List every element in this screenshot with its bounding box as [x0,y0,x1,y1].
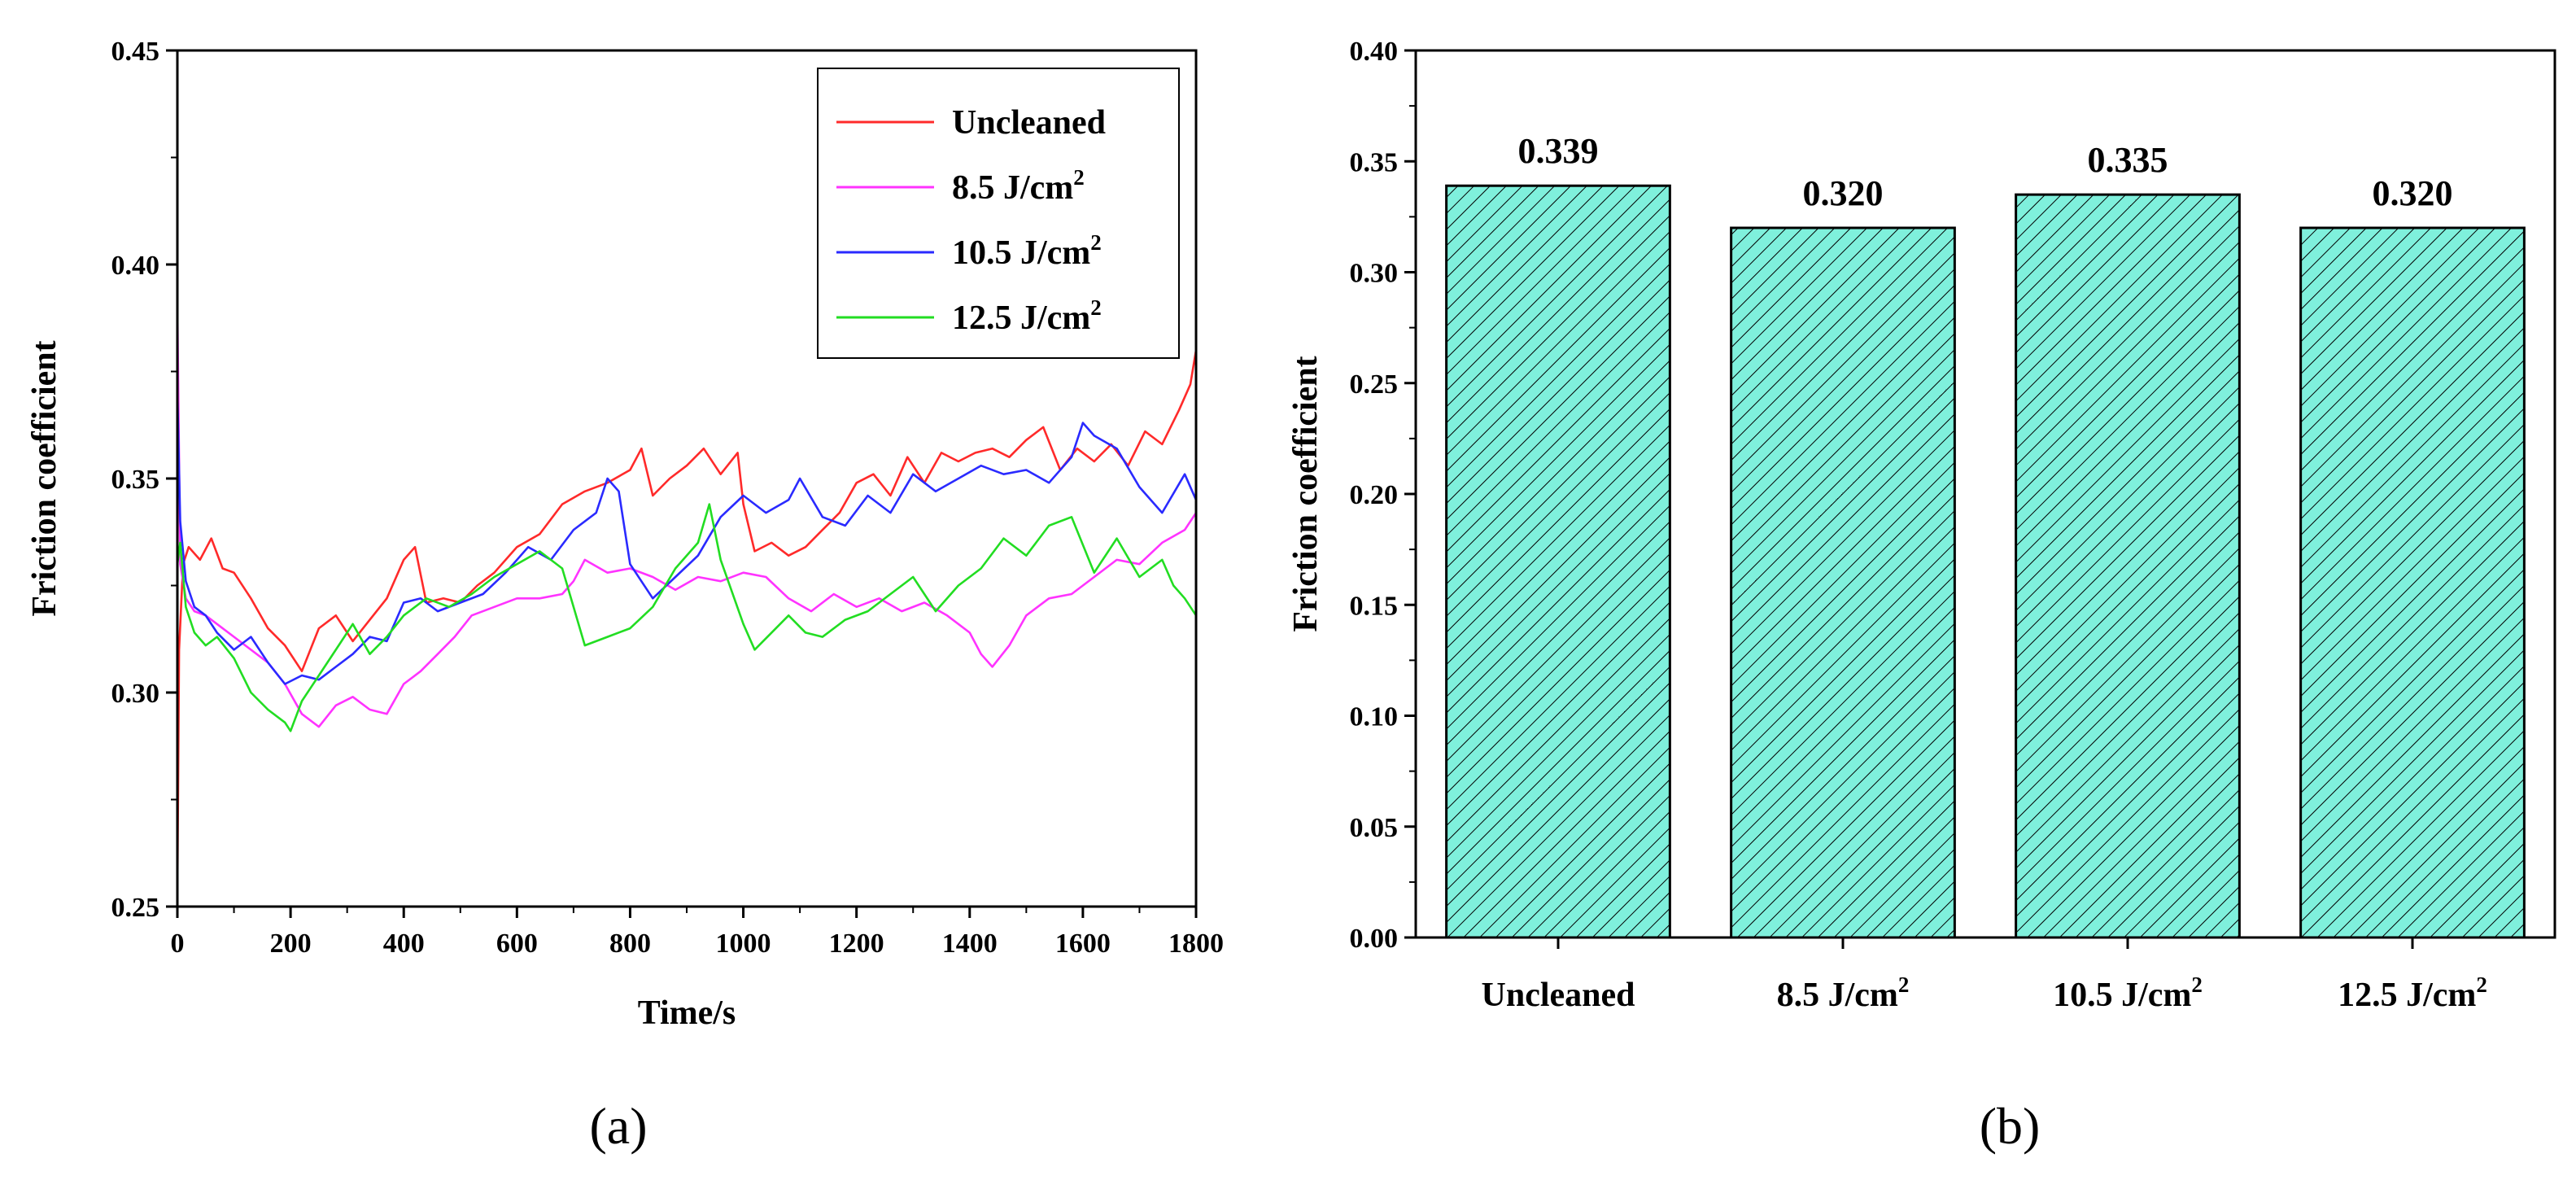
y-tick-label-b: 0.40 [1350,37,1399,67]
y-tick-label-b: 0.25 [1350,369,1399,400]
panel-label-b: (b) [1980,1097,2041,1155]
x-tick-label-superscript: 2 [1898,972,1910,997]
bar-value-label-0: 0.339 [1518,131,1599,171]
x-tick-label-a: 200 [270,929,312,959]
legend-label-superscript: 2 [1073,165,1085,190]
chart-a-xlabel: Time/s [638,994,736,1032]
x-tick-label-superscript: 2 [2476,972,2487,997]
x-tick-label-a: 1800 [1168,929,1224,959]
legend-entries: Uncleaned 8.5 J/cm2 10.5 J/cm2 12.5 J/cm2 [836,104,1106,337]
y-tick-label-a: 0.30 [111,679,160,709]
series-line-1 [177,307,1196,728]
y-tick-label-b: 0.00 [1350,924,1399,954]
legend-label-superscript: 2 [1090,230,1102,255]
chart-b-xaxis: Uncleaned 8.5 J/cm2 10.5 J/cm2 12.5 J/cm2 [1482,937,2487,1014]
x-tick-label-b-1: 8.5 J/cm2 [1777,972,1910,1014]
y-tick-label-b: 0.20 [1350,480,1399,510]
x-tick-label-a: 800 [609,929,651,959]
x-tick-label-b-0: Uncleaned [1482,977,1635,1014]
x-tick-label-superscript: 2 [2191,972,2203,997]
x-tick-label-a: 400 [383,929,425,959]
x-tick-label-a: 1600 [1055,929,1111,959]
chart-b-yaxis: 0.00 0.05 0.10 0.15 0.20 0.25 0.30 0.35 0.40 [1350,37,1416,954]
panel-label-a: (a) [589,1097,647,1155]
chart-a-series-group [177,307,1196,894]
bar-0 [1445,184,1671,939]
legend-label-0: Uncleaned [952,104,1106,142]
bar-3 [2299,226,2526,939]
chart-a-xaxis: 0 200 400 600 800 1000 1200 1400 1600 1800 [171,907,1224,959]
chart-a-legend: Uncleaned 8.5 J/cm2 10.5 J/cm2 12.5 J/cm2 [817,68,1180,359]
legend-label-1: 8.5 J/cm2 [952,165,1085,207]
series-line-3 [177,503,1196,732]
chart-b-bars: 0.339 0.320 0.335 0.320 [1445,131,2526,939]
y-tick-label-b: 0.10 [1350,702,1399,732]
legend-label-superscript: 2 [1090,295,1102,320]
bar-value-label-1: 0.320 [1803,173,1884,213]
series-line-2 [177,392,1196,685]
legend-box [817,68,1180,359]
x-tick-label-b-3: 12.5 J/cm2 [2338,972,2487,1014]
chart-a: 0.25 0.30 0.35 0.40 0.45 0 200 400 600 800 1000 12… [26,37,1224,1032]
y-tick-label-b: 0.05 [1350,813,1399,843]
y-tick-label-b: 0.15 [1350,591,1399,621]
chart-b: 0.339 0.320 0.335 0.320 0.00 0.05 0.10 0.15 0.2… [1287,37,2556,1014]
y-tick-label-a: 0.35 [111,465,160,495]
chart-a-yaxis: 0.25 0.30 0.35 0.40 0.45 [111,37,177,923]
bar-value-label-2: 0.335 [2088,140,2168,180]
legend-label-3: 12.5 J/cm2 [952,295,1102,337]
bar-1 [1730,226,1956,939]
y-tick-label-a: 0.25 [111,893,160,923]
legend-label-2: 10.5 J/cm2 [952,230,1102,272]
series-line-0 [177,349,1196,894]
x-tick-label-a: 600 [496,929,538,959]
x-tick-label-a: 0 [171,929,185,959]
x-tick-label-b-2: 10.5 J/cm2 [2053,972,2203,1014]
y-tick-label-a: 0.40 [111,251,160,281]
bar-value-label-3: 0.320 [2373,173,2453,213]
bar-2 [2015,193,2241,939]
y-tick-label-b: 0.35 [1350,147,1399,177]
chart-b-ylabel: Friction coefficient [1287,356,1325,632]
y-tick-label-b: 0.30 [1350,259,1399,289]
x-tick-label-a: 1400 [942,929,998,959]
x-tick-label-a: 1000 [716,929,771,959]
chart-a-ylabel: Friction coefficient [26,340,63,616]
x-tick-label-a: 1200 [829,929,884,959]
y-tick-label-a: 0.45 [111,37,160,67]
